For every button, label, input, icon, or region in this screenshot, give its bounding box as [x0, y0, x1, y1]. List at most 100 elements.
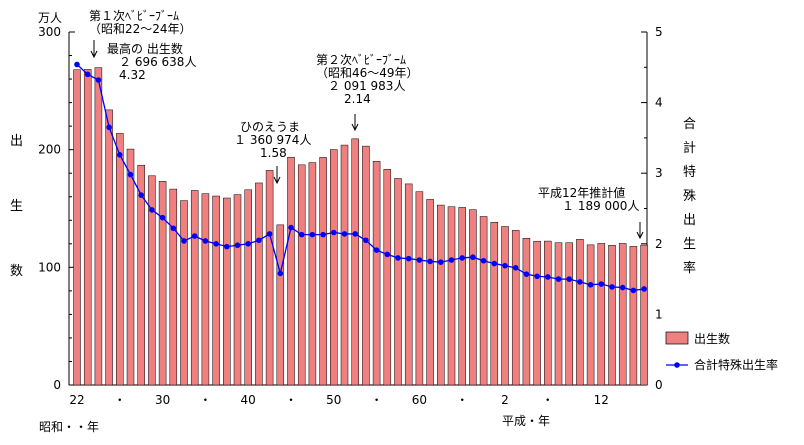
line-series: [74, 61, 647, 294]
rate-point: [234, 242, 241, 249]
left-tick-label: 300: [38, 25, 61, 39]
bar: [447, 206, 456, 386]
bar: [255, 182, 263, 386]
y-right-label-char: 率: [683, 260, 696, 276]
bar-series: [73, 67, 648, 386]
annotation-arrowhead: [90, 50, 98, 59]
bar: [576, 239, 584, 386]
bar: [105, 109, 113, 386]
bar: [287, 156, 295, 386]
bar: [244, 189, 252, 386]
annotation-line: 最高の 出生数: [107, 41, 183, 56]
y-left-label-char: 出: [10, 134, 23, 149]
rate-point: [384, 251, 391, 258]
bar: [618, 243, 627, 386]
bar: [116, 133, 124, 386]
bar: [190, 190, 199, 386]
bar: [201, 193, 210, 386]
bar: [640, 244, 648, 386]
rate-point: [427, 258, 433, 265]
rate-point: [577, 279, 583, 285]
rate-point: [534, 273, 540, 280]
rate-point: [277, 270, 284, 277]
x-tick-label: 2: [501, 393, 509, 407]
x-tick-label: ・: [199, 393, 211, 407]
rate-point: [641, 286, 647, 292]
bar: [169, 188, 178, 386]
rate-point: [341, 231, 348, 237]
rate-point: [566, 276, 572, 282]
rate-point: [587, 281, 594, 288]
rate-point: [395, 255, 401, 261]
bar: [297, 164, 306, 386]
annotation-line: １ 189 000人: [562, 199, 639, 213]
rate-point: [598, 281, 605, 287]
rate-point: [630, 287, 637, 294]
rate-point: [448, 257, 455, 263]
annotation-arrowhead: [351, 123, 359, 132]
rate-point: [74, 61, 80, 68]
rate-point: [438, 259, 444, 265]
right-tick-label: 1: [655, 307, 663, 321]
rate-point: [266, 231, 273, 237]
rate-point: [480, 257, 487, 264]
bar: [83, 69, 92, 386]
bar: [223, 197, 231, 386]
rate-point: [84, 71, 91, 78]
x-tick-label: ・: [542, 393, 554, 407]
rate-point: [320, 231, 326, 238]
y-left-unit: 万人: [38, 11, 62, 25]
bar: [469, 209, 477, 386]
annotation-line: 第１次ﾍﾞﾋﾞｰﾌﾞｰﾑ: [89, 9, 179, 23]
annotation-line: 平成12年推計値: [538, 185, 625, 200]
rate-point: [523, 271, 530, 277]
right-tick-label: 2: [655, 237, 663, 251]
bar: [522, 238, 531, 386]
rate-point: [117, 152, 123, 158]
rate-point: [256, 237, 262, 244]
x-tick-label: 12: [594, 393, 609, 407]
annotation-line: １ 360 974人: [234, 133, 311, 147]
rate-point: [416, 257, 423, 263]
bar: [233, 194, 242, 386]
bar: [319, 157, 327, 386]
rate-point: [619, 284, 626, 291]
y-right-label-char: 合: [683, 117, 696, 132]
rate-point: [245, 241, 251, 247]
bar: [490, 222, 499, 386]
x-tick-label: ・: [456, 393, 468, 407]
x-tick-label: 30: [155, 393, 170, 407]
rate-point: [352, 231, 359, 237]
rate-point: [202, 238, 209, 244]
annotation-line: 4.32: [119, 68, 146, 82]
y-left-label-char: 生: [10, 199, 23, 214]
legend-swatch-point: [674, 362, 680, 368]
bar: [212, 195, 220, 386]
rate-point: [138, 192, 144, 198]
rate-point: [373, 247, 380, 253]
left-tick-label: 100: [38, 260, 61, 274]
x-tick-label: 40: [241, 393, 256, 407]
annotation-line: ひのえうま: [240, 120, 300, 134]
rate-point: [502, 262, 508, 269]
bar: [94, 67, 103, 386]
annotation-line: 2.14: [344, 92, 371, 106]
rate-point: [491, 260, 498, 267]
rate-point: [181, 238, 187, 244]
bar: [265, 170, 274, 386]
x-tick-label: 50: [326, 393, 341, 407]
bar: [404, 183, 413, 386]
rate-point: [298, 231, 305, 238]
y-right-label-char: 計: [683, 140, 696, 156]
y-right-label-char: 生: [683, 237, 696, 252]
bar: [73, 69, 81, 386]
bar: [629, 246, 638, 386]
legend-swatch-bar: [665, 331, 689, 345]
annotation-line: 1.58: [260, 146, 287, 160]
annotation-arrowhead: [636, 231, 644, 240]
right-tick-label: 3: [655, 166, 663, 180]
left-tick-label: 0: [53, 378, 61, 392]
x-era-left: 昭和・・年: [39, 420, 99, 434]
bar: [415, 191, 424, 386]
